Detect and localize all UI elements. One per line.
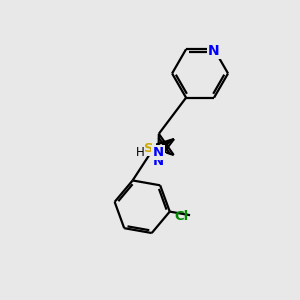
Text: N: N <box>153 155 164 168</box>
Text: Cl: Cl <box>174 210 189 223</box>
Text: S: S <box>144 142 154 154</box>
Text: N: N <box>208 44 220 58</box>
Text: H: H <box>136 146 145 159</box>
Text: N: N <box>152 146 164 159</box>
